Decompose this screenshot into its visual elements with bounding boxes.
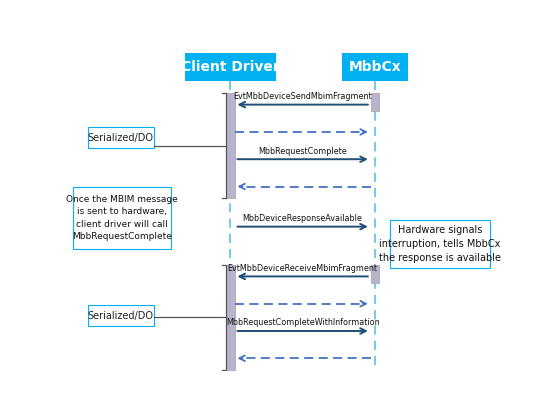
Bar <box>342 53 408 80</box>
Text: Hardware signals
interruption, tells MbbCx
the response is available: Hardware signals interruption, tells Mbb… <box>379 225 501 263</box>
Text: MbbRequestComplete: MbbRequestComplete <box>258 147 347 156</box>
Text: MbbDeviceResponseAvailable: MbbDeviceResponseAvailable <box>243 214 362 223</box>
Text: MbbRequestCompleteWithInformation: MbbRequestCompleteWithInformation <box>226 319 379 327</box>
Bar <box>226 265 234 369</box>
Bar <box>73 186 171 249</box>
Text: Client Driver: Client Driver <box>181 60 279 74</box>
Bar <box>226 93 234 198</box>
Bar <box>88 127 154 148</box>
Bar <box>371 265 379 283</box>
Text: EvtMbbDeviceSendMbimFragment: EvtMbbDeviceSendMbimFragment <box>233 92 372 101</box>
Text: MbbCx: MbbCx <box>349 60 401 74</box>
Text: Serialized/DO: Serialized/DO <box>88 133 154 143</box>
Bar <box>390 220 490 269</box>
Bar <box>88 305 154 326</box>
Text: Serialized/DO: Serialized/DO <box>88 311 154 321</box>
Bar <box>184 53 276 80</box>
Text: Once the MBIM message
is sent to hardware,
client driver will call
MbbRequestCom: Once the MBIM message is sent to hardwar… <box>66 195 178 241</box>
Text: EvtMbbDeviceReceiveMbimFragment: EvtMbbDeviceReceiveMbimFragment <box>228 264 378 273</box>
Bar <box>371 93 379 111</box>
